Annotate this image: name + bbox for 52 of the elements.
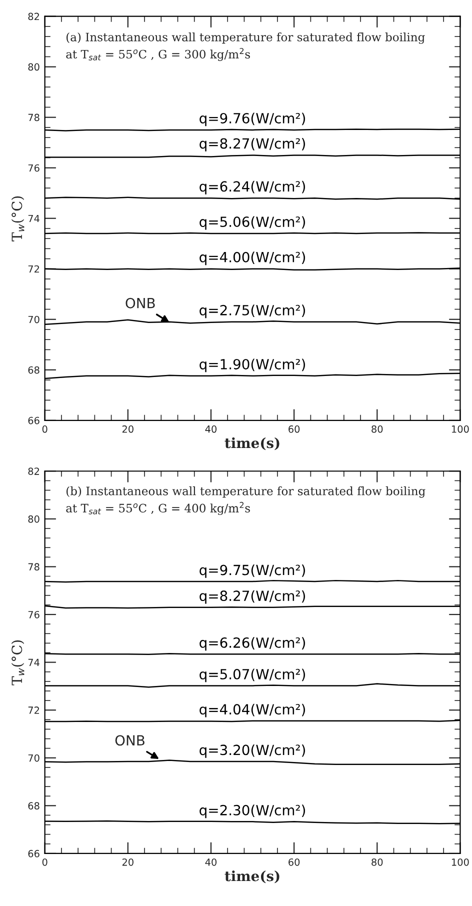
text: (b) Instantaneous wall temperature for saturated flow boiling at T$_{sat}$ = 55$^{o}$C , G = 400 kg/m$^{2}$s (66, 486, 426, 515)
annotation: ONB (126, 298, 155, 308)
series-label: q=4.00(W/cm²) (200, 252, 306, 266)
y-tick-label: 68 (28, 366, 40, 374)
series-label: q=5.06(W/cm²) (200, 216, 306, 230)
x-tick-label: 80 (372, 425, 383, 433)
x-tick-label: 40 (205, 858, 217, 866)
series-label: q=1.90(W/cm²) (200, 358, 306, 372)
x-tick-label: 60 (288, 858, 300, 866)
legend-label: q=2.75(W/cm²) (200, 304, 306, 318)
y-tick-label: 66 (28, 416, 40, 424)
text: (a) Instantaneous wall temperature for saturated flow boiling at T$_{sat}$ = 55$^{o}$C , G = 300 kg/m$^{2}$s (66, 32, 425, 61)
y-tick-label: 80 (28, 515, 40, 523)
x-tick-label: 100 (452, 858, 469, 866)
annotation: ONB (115, 735, 144, 746)
y-tick-label: 78 (28, 114, 40, 122)
x-axis-title: time(s) (224, 870, 280, 884)
y-tick-label: 74 (28, 214, 40, 222)
series-label: q=3.20(W/cm²) (200, 744, 306, 758)
x-tick-label: 100 (452, 425, 469, 433)
series-label: q=5.07(W/cm²) (200, 668, 306, 682)
y-axis-title: T$_{w}$(°C) (11, 640, 24, 686)
series-label: q=8.27(W/cm²) (200, 138, 306, 152)
y-tick-label: 70 (28, 316, 40, 324)
x-tick-label: 0 (42, 425, 48, 433)
y-tick-label: 72 (28, 706, 40, 714)
x-tick-label: 20 (122, 858, 134, 866)
series-label: q=6.26(W/cm²) (200, 637, 306, 651)
x-tick-label: 80 (372, 858, 383, 866)
x-tick-label: 60 (288, 425, 300, 433)
series-label: q=6.24(W/cm²) (200, 180, 306, 194)
series-label: q=9.76(W/cm²) (200, 112, 306, 126)
y-tick-label: 82 (28, 468, 40, 475)
y-tick-label: 80 (28, 63, 40, 71)
y-tick-label: 74 (28, 658, 40, 666)
series-label: q=2.30(W/cm²) (200, 804, 306, 818)
y-tick-label: 78 (28, 563, 40, 571)
x-axis-title: time(s) (224, 437, 280, 450)
y-tick-label: 76 (28, 164, 40, 172)
series-label: q=4.04(W/cm²) (200, 704, 306, 718)
y-tick-label: 76 (28, 610, 40, 618)
y-tick-label: 72 (28, 265, 40, 273)
series-label: q=8.27(W/cm²) (200, 590, 306, 604)
y-tick-label: 66 (28, 850, 40, 858)
y-tick-label: 82 (28, 12, 40, 20)
x-tick-label: 0 (42, 858, 48, 866)
y-tick-label: 68 (28, 802, 40, 810)
y-axis-title: T$_{w}$(°C) (11, 196, 24, 242)
x-tick-label: 20 (122, 425, 134, 433)
x-tick-label: 40 (205, 425, 217, 433)
series-label: q=9.75(W/cm²) (200, 564, 306, 578)
y-tick-label: 70 (28, 754, 40, 762)
